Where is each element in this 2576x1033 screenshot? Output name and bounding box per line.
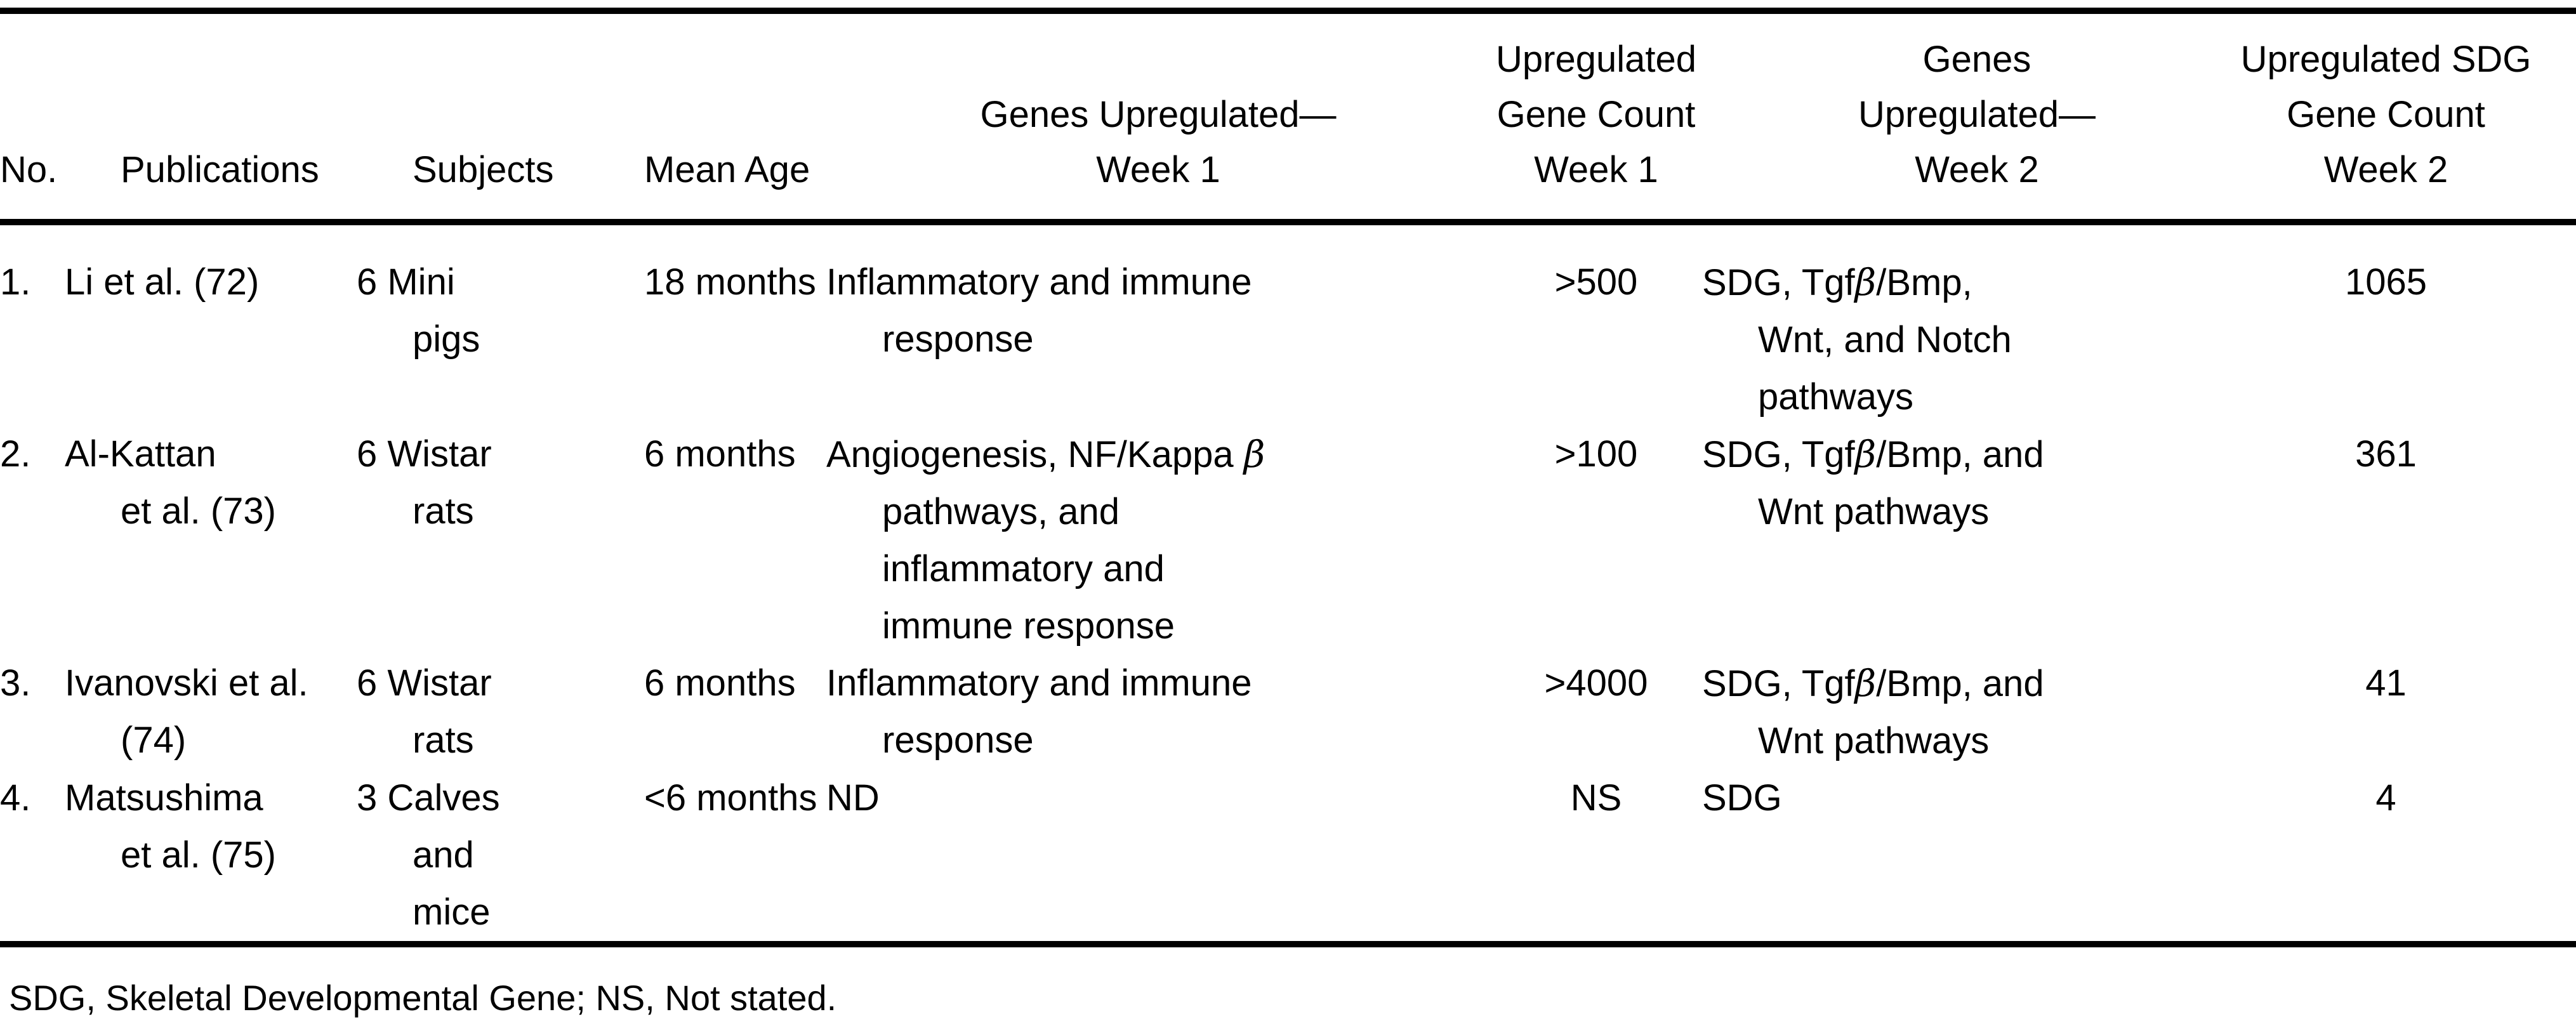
beta-symbol: β	[1854, 261, 1877, 304]
cell-r1-mean-age: 18 months	[644, 261, 816, 303]
cell-r3-mean-age: 6 months	[644, 662, 796, 704]
col-header-genes-week2: Genes Upregulated— Week 2	[1758, 11, 2196, 225]
cell-r4-sdg-count-week2: 4	[2375, 777, 2396, 819]
col-header-gene-count-week1: Upregulated Gene Count Week 1	[1434, 11, 1758, 225]
cell-r1-genes-week1: Inflammatory and immune response	[826, 261, 1252, 360]
cell-r2-genes-week1: Angiogenesis, NF/Kappa β pathways, and i…	[826, 433, 1265, 647]
cell-r4-gene-count-week1: NS	[1570, 777, 1622, 819]
cell-r3-genes-week1: Inflammatory and immune response	[826, 662, 1252, 761]
cell-r4-genes-week1: ND	[826, 777, 880, 819]
cell-r1-gene-count-week1: >500	[1554, 261, 1638, 303]
table-row-2: 2. Al-Kattan et al. (73) 6 Wistar rats 6…	[0, 426, 2576, 655]
cell-r2-no: 2.	[0, 433, 31, 475]
col-header-no: No.	[0, 11, 121, 225]
cell-r1-genes-week2: SDG, Tgfβ/Bmp, Wnt, and Notch pathways	[1702, 261, 2012, 418]
study-table: No. Publications Subjects Mean Age Genes…	[0, 8, 2576, 947]
table-row-4: 4. Matsushima et al. (75) 3 Calves and m…	[0, 770, 2576, 944]
cell-r2-subjects: 6 Wistar rats	[357, 433, 492, 532]
cell-r3-sdg-count-week2: 41	[2365, 662, 2407, 704]
cell-r3-gene-count-week1: >4000	[1544, 662, 1648, 704]
col-header-subjects: Subjects	[413, 11, 644, 225]
cell-r4-subjects: 3 Calves and mice	[357, 777, 500, 933]
cell-r2-gene-count-week1: >100	[1554, 433, 1638, 475]
cell-r4-no: 4.	[0, 777, 31, 819]
cell-r2-genes-week2: SDG, Tgfβ/Bmp, and Wnt pathways	[1702, 433, 2044, 532]
cell-r1-subjects: 6 Mini pigs	[357, 261, 480, 360]
table-footnote: SDG, Skeletal Developmental Gene; NS, No…	[9, 978, 837, 1018]
cell-r4-publication: Matsushima et al. (75)	[65, 777, 276, 876]
header-row: No. Publications Subjects Mean Age Genes…	[0, 11, 2576, 225]
cell-r4-genes-week2: SDG	[1702, 777, 1782, 819]
cell-r2-mean-age: 6 months	[644, 433, 796, 475]
cell-r1-sdg-count-week2: 1065	[2344, 261, 2427, 303]
beta-symbol: β	[1854, 433, 1877, 476]
cell-r3-no: 3.	[0, 662, 31, 704]
cell-r1-publication: Li et al. (72)	[65, 261, 260, 303]
cell-r2-publication: Al-Kattan et al. (73)	[65, 433, 276, 532]
col-header-sdg-count-week2: Upregulated SDG Gene Count Week 2	[2196, 11, 2576, 225]
col-header-genes-week1: Genes Upregulated— Week 1	[882, 11, 1434, 225]
cell-r4-mean-age: <6 months	[644, 777, 817, 819]
beta-symbol: β	[1243, 433, 1265, 476]
col-header-publications: Publications	[121, 11, 413, 225]
col-header-mean-age: Mean Age	[644, 11, 882, 225]
cell-r2-sdg-count-week2: 361	[2355, 433, 2417, 475]
cell-r3-publication: Ivanovski et al. (74)	[65, 662, 308, 761]
cell-r1-no: 1.	[0, 261, 31, 303]
cell-r3-genes-week2: SDG, Tgfβ/Bmp, and Wnt pathways	[1702, 662, 2044, 761]
cell-r3-subjects: 6 Wistar rats	[357, 662, 492, 761]
beta-symbol: β	[1854, 662, 1877, 705]
table-row-1: 1. Li et al. (72) 6 Mini pigs 18 months …	[0, 222, 2576, 426]
table-row-3: 3. Ivanovski et al. (74) 6 Wistar rats 6…	[0, 655, 2576, 770]
